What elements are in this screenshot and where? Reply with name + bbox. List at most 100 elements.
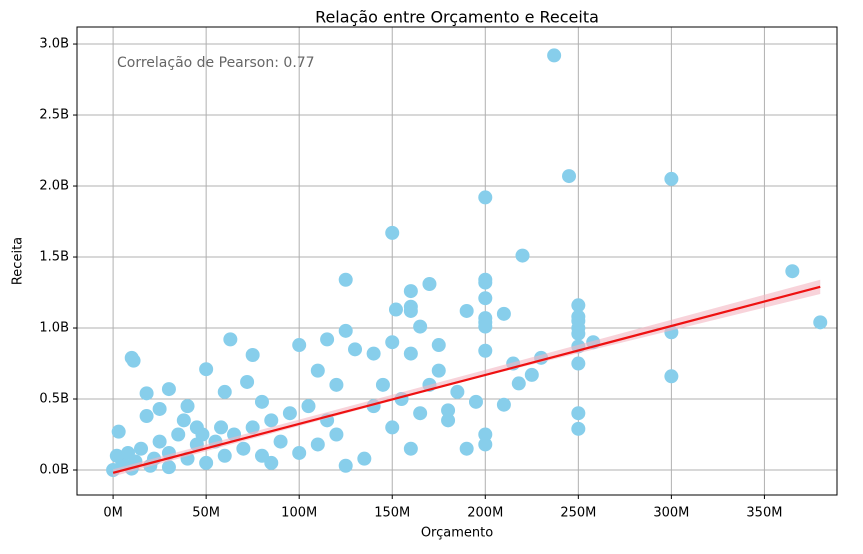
data-point [441, 403, 456, 418]
data-point [329, 377, 344, 392]
data-point [199, 455, 214, 470]
data-point [139, 386, 154, 401]
data-point [329, 427, 344, 442]
data-point [478, 291, 493, 306]
data-point [320, 332, 335, 347]
data-point [139, 409, 154, 424]
data-point [199, 362, 214, 377]
data-point [478, 319, 493, 334]
data-point [459, 441, 474, 456]
data-point [664, 171, 679, 186]
y-tick-label: 1.0B [39, 321, 69, 336]
data-point [524, 367, 539, 382]
x-axis-label: Orçamento [421, 526, 493, 541]
data-point [403, 441, 418, 456]
data-point [240, 374, 255, 389]
x-tick-label: 300M [653, 506, 689, 521]
data-point [264, 455, 279, 470]
data-point [478, 190, 493, 205]
data-point [214, 420, 229, 435]
data-point [515, 248, 530, 263]
y-tick-label: 1.5B [39, 250, 69, 265]
data-point [338, 323, 353, 338]
data-point [254, 394, 269, 409]
data-point [413, 406, 428, 421]
data-point [496, 397, 511, 412]
data-point [273, 434, 288, 449]
data-point [171, 427, 186, 442]
data-point [571, 421, 586, 436]
data-point [310, 437, 325, 452]
y-tick-label: 3.0B [39, 37, 69, 52]
data-point [292, 445, 307, 460]
y-axis-label: Receita [11, 237, 26, 285]
data-point [152, 434, 167, 449]
data-point [478, 343, 493, 358]
data-point [450, 384, 465, 399]
data-point [403, 284, 418, 299]
data-point [441, 413, 456, 428]
data-point [161, 382, 176, 397]
data-point [547, 48, 562, 63]
data-point [109, 448, 124, 463]
data-point [120, 445, 135, 460]
data-point [785, 264, 800, 279]
data-point [217, 384, 232, 399]
data-point [357, 451, 372, 466]
data-point [111, 424, 126, 439]
data-point [664, 369, 679, 384]
x-tick-label: 250M [560, 506, 596, 521]
data-point [385, 335, 400, 350]
data-point [176, 413, 191, 428]
x-tick-label: 200M [467, 506, 503, 521]
data-point [180, 399, 195, 414]
data-point [385, 225, 400, 240]
data-point [431, 363, 446, 378]
x-tick-label: 50M [192, 506, 220, 521]
data-point [571, 356, 586, 371]
data-point [388, 302, 403, 317]
data-point [245, 420, 260, 435]
data-point [366, 346, 381, 361]
data-point [478, 427, 493, 442]
data-point [348, 342, 363, 357]
data-point [134, 441, 149, 456]
data-point [571, 326, 586, 341]
data-point [223, 332, 238, 347]
data-point [310, 363, 325, 378]
data-point [496, 306, 511, 321]
data-point [385, 420, 400, 435]
y-tick-label: 2.0B [39, 179, 69, 194]
chart-title: Relação entre Orçamento e Receita [315, 8, 599, 27]
data-point [161, 460, 176, 475]
data-point [217, 448, 232, 463]
data-point [236, 441, 251, 456]
data-point [152, 401, 167, 416]
data-point [338, 458, 353, 473]
data-point [571, 406, 586, 421]
trend-line [112, 285, 821, 474]
data-point [403, 303, 418, 318]
x-tick-label: 100M [281, 506, 317, 521]
data-point [422, 277, 437, 292]
data-point [478, 275, 493, 290]
data-point [431, 338, 446, 353]
y-tick-label: 2.5B [39, 108, 69, 123]
plot-frame [76, 26, 838, 496]
y-tick-label: 0.5B [39, 392, 69, 407]
annotation: Correlação de Pearson: 0.77 [117, 55, 315, 71]
data-point [282, 406, 297, 421]
data-point [126, 353, 141, 368]
data-point [413, 319, 428, 334]
x-tick-label: 350M [746, 506, 782, 521]
data-point [264, 413, 279, 428]
data-point [562, 169, 577, 184]
data-point [301, 399, 316, 414]
data-point [511, 376, 526, 391]
x-tick-label: 150M [374, 506, 410, 521]
x-tick-label: 0M [103, 506, 123, 521]
data-point [468, 394, 483, 409]
data-point [195, 427, 210, 442]
data-point [459, 303, 474, 318]
